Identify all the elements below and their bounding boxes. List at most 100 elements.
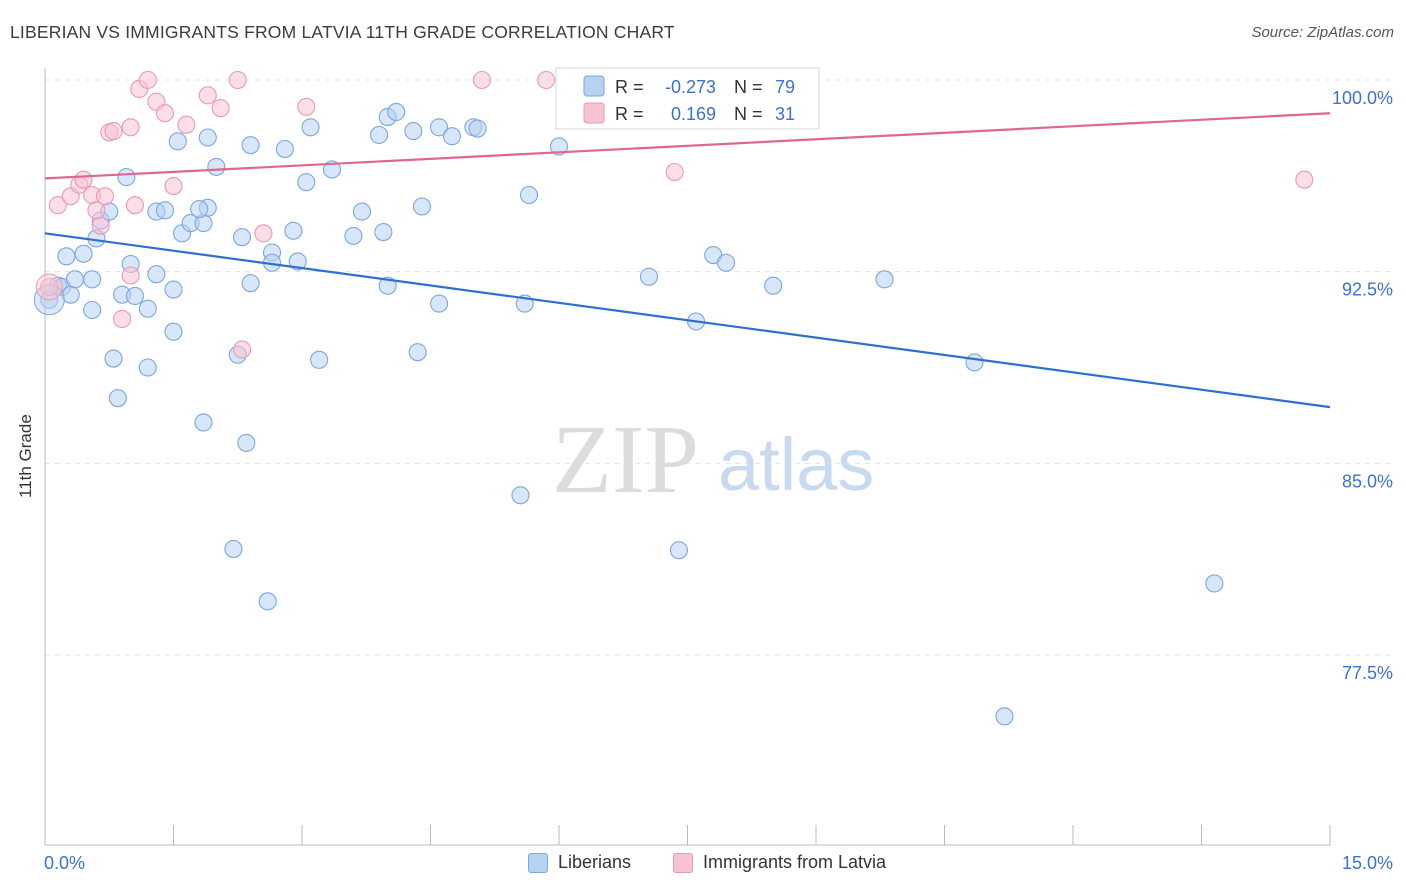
data-point bbox=[284, 221, 303, 240]
data-point bbox=[207, 157, 226, 176]
data-point bbox=[224, 539, 243, 558]
legend-r-value-1: -0.273 bbox=[665, 77, 716, 97]
data-point bbox=[104, 122, 123, 141]
data-point bbox=[147, 265, 166, 284]
data-point bbox=[194, 413, 213, 432]
data-point bbox=[74, 170, 93, 189]
data-point bbox=[549, 137, 569, 156]
legend-r-label-2: R = bbox=[615, 104, 644, 124]
legend-n-label-2: N = bbox=[734, 104, 763, 124]
data-point bbox=[297, 97, 316, 116]
data-point bbox=[995, 707, 1014, 726]
data-point bbox=[164, 177, 183, 196]
data-point bbox=[125, 286, 144, 305]
data-point bbox=[138, 299, 157, 318]
data-point bbox=[74, 244, 93, 263]
legend-n-value-2: 31 bbox=[775, 104, 795, 124]
legend-label-liberians: Liberians bbox=[558, 852, 632, 872]
legend-label-latvia: Immigrants from Latvia bbox=[703, 852, 887, 872]
series-latvia-points bbox=[35, 70, 1314, 359]
data-point bbox=[108, 389, 127, 408]
data-point bbox=[430, 294, 449, 313]
legend-swatch-latvia bbox=[583, 102, 605, 124]
data-point bbox=[1295, 170, 1314, 189]
data-point bbox=[155, 201, 174, 220]
source-label: Source: ZipAtlas.com bbox=[1251, 24, 1394, 41]
data-point bbox=[198, 128, 217, 147]
data-point bbox=[164, 322, 183, 341]
data-point bbox=[965, 353, 984, 372]
data-point bbox=[113, 309, 132, 328]
data-point bbox=[168, 132, 187, 151]
legend-r-value-2: 0.169 bbox=[671, 104, 716, 124]
data-point bbox=[378, 276, 397, 295]
data-point bbox=[387, 102, 406, 121]
data-point bbox=[301, 118, 320, 137]
trend-line-latvia bbox=[44, 112, 1331, 180]
data-point bbox=[412, 197, 431, 216]
data-point bbox=[716, 253, 736, 272]
data-point bbox=[48, 196, 67, 215]
legend-r-label-1: R = bbox=[615, 77, 644, 97]
data-point bbox=[35, 273, 63, 301]
data-point bbox=[190, 200, 209, 219]
data-point bbox=[519, 185, 539, 205]
data-point bbox=[258, 592, 277, 611]
data-point bbox=[430, 118, 449, 137]
data-point bbox=[164, 280, 183, 299]
data-point bbox=[408, 343, 427, 362]
data-point bbox=[232, 228, 252, 247]
data-point bbox=[537, 70, 556, 90]
y-tick-label: 100.0% bbox=[1332, 88, 1393, 108]
data-point bbox=[177, 115, 196, 134]
data-point bbox=[472, 70, 491, 90]
series-liberians-points bbox=[33, 102, 1224, 726]
x-tick-labels: 0.0% 15.0% bbox=[44, 853, 1393, 873]
data-point bbox=[254, 224, 273, 243]
bottom-legend: Liberians Immigrants from Latvia bbox=[0, 850, 1406, 880]
data-point bbox=[275, 139, 294, 159]
chart-title: LIBERIAN VS IMMIGRANTS FROM LATVIA 11TH … bbox=[10, 22, 675, 42]
data-point bbox=[374, 223, 393, 242]
data-point bbox=[65, 270, 85, 289]
y-tick-label: 92.5% bbox=[1342, 280, 1393, 300]
data-point bbox=[40, 277, 59, 297]
legend-n-label-1: N = bbox=[734, 77, 763, 97]
data-point bbox=[91, 216, 110, 235]
watermark: ZIP atlas bbox=[552, 406, 874, 514]
data-point bbox=[639, 267, 659, 286]
legend-box: R = -0.273 N = 79 R = 0.169 N = 31 bbox=[555, 67, 820, 130]
data-point bbox=[125, 196, 144, 215]
legend-swatch-liberians bbox=[583, 75, 605, 97]
data-point bbox=[352, 202, 372, 221]
data-point bbox=[211, 99, 230, 118]
data-point bbox=[764, 276, 783, 295]
data-point bbox=[138, 70, 157, 90]
data-point bbox=[232, 340, 252, 359]
data-point bbox=[310, 350, 329, 369]
data-point bbox=[117, 168, 136, 187]
data-point bbox=[83, 270, 102, 289]
data-point bbox=[241, 274, 260, 293]
data-point bbox=[95, 187, 115, 206]
x-tick-label: 15.0% bbox=[1342, 853, 1393, 873]
x-tick-label: 0.0% bbox=[44, 853, 85, 873]
trend-line-liberians bbox=[44, 232, 1331, 409]
y-tick-labels: 77.5% 85.0% 92.5% 100.0% bbox=[1332, 88, 1393, 683]
data-point bbox=[121, 266, 140, 285]
watermark-atlas: atlas bbox=[718, 423, 874, 506]
data-point bbox=[198, 86, 217, 105]
data-point bbox=[241, 136, 260, 155]
legend-n-value-1: 79 bbox=[775, 77, 795, 97]
data-point bbox=[669, 541, 688, 560]
data-point bbox=[83, 300, 102, 320]
y-tick-label: 85.0% bbox=[1342, 471, 1393, 491]
grid-lines bbox=[45, 79, 1395, 656]
data-point bbox=[297, 173, 316, 192]
data-point bbox=[57, 247, 76, 266]
data-point bbox=[228, 70, 247, 90]
data-point bbox=[322, 160, 342, 179]
data-point bbox=[237, 433, 256, 452]
data-point bbox=[370, 125, 389, 144]
data-point bbox=[87, 201, 106, 220]
